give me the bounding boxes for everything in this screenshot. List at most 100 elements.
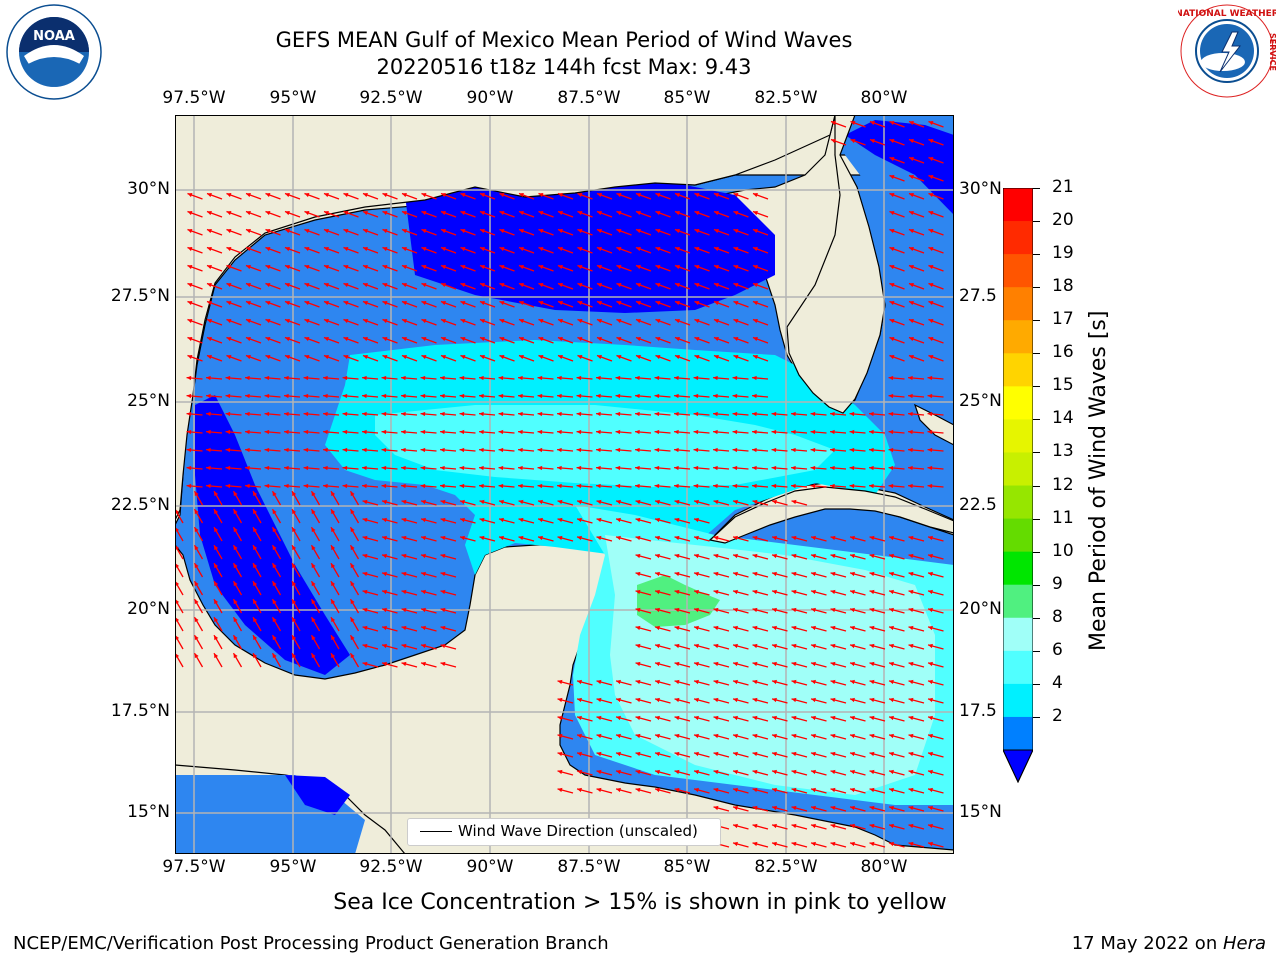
- wind-arrow-head: [186, 465, 192, 471]
- wind-arrow-head: [869, 465, 874, 471]
- wind-arrow-head: [655, 571, 660, 577]
- wind-arrow-head: [272, 509, 277, 515]
- colorbar-tick-mark: [1033, 419, 1040, 421]
- colorbar-outline: [1002, 187, 1034, 784]
- wind-arrow-head: [538, 193, 544, 198]
- wind-arrow-head: [323, 393, 328, 399]
- wind-arrow-head: [635, 301, 641, 306]
- wind-arrow-head: [538, 499, 543, 505]
- wind-arrow-head: [889, 733, 894, 739]
- wind-arrow-head: [694, 229, 700, 234]
- wind-arrow-head: [362, 625, 368, 631]
- wind-arrow-head: [362, 643, 368, 649]
- wind-arrow-head: [811, 823, 816, 829]
- wind-arrow-head: [323, 337, 329, 342]
- wind-arrow-head: [311, 527, 316, 533]
- wind-arrow-head: [596, 499, 602, 505]
- wind-arrow-head: [733, 607, 738, 613]
- wind-arrow-head: [928, 679, 933, 685]
- wind-arrow-head: [830, 553, 836, 559]
- wind-arrow-head: [577, 211, 583, 216]
- wind-arrow-head: [693, 375, 699, 381]
- wind-arrow-head: [830, 715, 836, 721]
- wind-arrow-head: [733, 553, 738, 559]
- wind-arrow-head: [772, 823, 777, 829]
- wind-arrow-head: [713, 483, 718, 489]
- wind-arrow-head: [928, 265, 934, 270]
- wind-arrow-head: [362, 301, 368, 306]
- wind-arrow-head: [752, 411, 757, 417]
- wind-arrow-head: [889, 121, 895, 126]
- wind-arrow-head: [811, 679, 816, 685]
- wind-arrow-head: [518, 483, 523, 489]
- wind-arrow-head: [752, 643, 758, 649]
- wind-arrow-head: [343, 355, 349, 360]
- wind-arrow-head: [226, 265, 232, 270]
- wind-arrow-head: [811, 715, 816, 721]
- wind-arrow-head: [850, 121, 856, 126]
- wind-arrow-head: [674, 283, 680, 288]
- wind-arrow-head: [186, 411, 192, 417]
- wind-arrow-head: [518, 429, 523, 435]
- wind-arrow-head: [421, 553, 426, 559]
- wind-arrow-head: [342, 465, 348, 471]
- wind-arrow-head: [830, 823, 836, 829]
- colorbar-segment: [1003, 386, 1033, 420]
- wind-arrow-head: [615, 447, 621, 453]
- wind-arrow-head: [350, 581, 355, 587]
- wind-arrow-head: [479, 265, 485, 270]
- wind-arrow-head: [576, 465, 582, 471]
- wind-arrow-head: [557, 211, 563, 216]
- wind-arrow-head: [693, 447, 699, 453]
- wind-arrow-head: [908, 447, 913, 453]
- wind-arrow-head: [233, 509, 238, 515]
- wind-arrow-head: [401, 661, 407, 667]
- wind-arrow-head: [908, 589, 914, 595]
- wind-arrow-head: [596, 517, 602, 523]
- wind-arrow-head: [206, 355, 212, 360]
- wind-arrow-head: [733, 823, 738, 829]
- wind-arrow-head: [635, 193, 641, 198]
- wind-arrow-head: [674, 483, 679, 489]
- wind-arrow-head: [459, 483, 465, 489]
- wind-arrow-head: [596, 535, 602, 541]
- wind-arrow-head: [733, 715, 738, 721]
- wind-arrow-head: [459, 429, 465, 435]
- wind-arrow-head: [869, 751, 875, 757]
- wind-arrow-head: [401, 355, 407, 360]
- wind-arrow-head: [499, 229, 505, 234]
- wind-arrow-head: [713, 661, 719, 667]
- wind-arrow-head: [616, 535, 621, 541]
- wind-arrow-head: [928, 661, 933, 667]
- wind-arrow-head: [421, 643, 426, 649]
- wind-arrow-head: [869, 679, 875, 685]
- wind-arrow-head: [850, 607, 855, 613]
- colorbar-tick-label: 12: [1052, 474, 1074, 495]
- wind-arrow-head: [713, 447, 718, 453]
- svg-text:NATIONAL WEATHER: NATIONAL WEATHER: [1178, 9, 1276, 19]
- wind-arrow-head: [343, 301, 349, 306]
- wind-arrow-head: [928, 589, 933, 595]
- wind-arrow-head: [538, 283, 544, 288]
- colorbar-tick-label: 6: [1052, 639, 1063, 660]
- wind-arrow-head: [343, 265, 349, 270]
- wind-arrow-head: [908, 823, 914, 829]
- colorbar-tick-label: 10: [1052, 540, 1074, 561]
- wind-arrow-head: [655, 661, 660, 667]
- wind-arrow-head: [596, 679, 602, 685]
- wind-arrow-head: [331, 599, 336, 605]
- wind-arrow-head: [791, 715, 797, 721]
- wind-arrow-head: [655, 301, 661, 306]
- wind-arrow-head: [284, 211, 290, 216]
- wind-arrow-head: [635, 337, 641, 342]
- colorbar-segment: [1003, 716, 1033, 751]
- wind-arrow-head: [440, 247, 446, 252]
- wind-arrow-head: [206, 193, 212, 198]
- wind-arrow-head: [186, 393, 192, 399]
- wind-arrow-head: [928, 211, 934, 216]
- wind-arrow-head: [284, 337, 290, 342]
- wind-arrow-head: [752, 429, 757, 435]
- wind-arrow-head: [311, 617, 316, 623]
- wind-arrow-head: [694, 661, 699, 667]
- colorbar-tick-label: 18: [1052, 276, 1074, 297]
